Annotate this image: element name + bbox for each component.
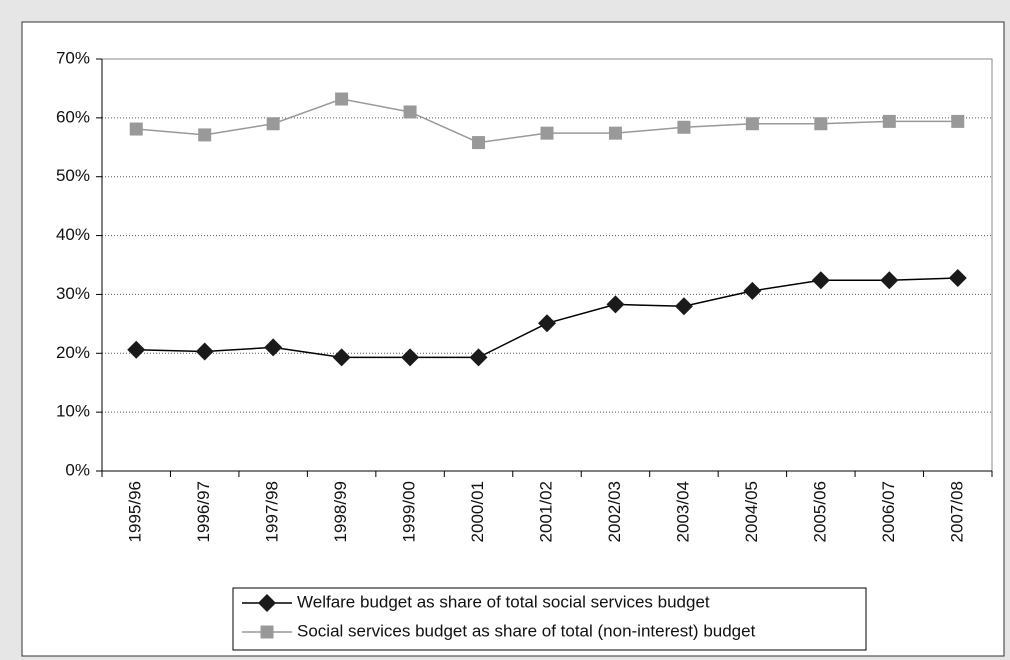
x-tick-label: 2000/01	[468, 481, 487, 542]
x-tick-label: 2006/07	[879, 481, 898, 542]
data-point	[335, 92, 349, 106]
x-tick-label: 1998/99	[331, 481, 350, 542]
data-point	[948, 268, 967, 287]
y-tick-label: 20%	[56, 343, 90, 362]
x-tick-label: 2001/02	[536, 481, 555, 542]
data-point	[951, 114, 965, 128]
data-point	[538, 314, 556, 333]
x-tick-label: 2004/05	[742, 481, 761, 542]
y-tick-label: 30%	[56, 284, 90, 303]
y-tick-label: 10%	[56, 402, 90, 421]
y-tick-label: 0%	[65, 460, 90, 479]
plot-area	[101, 58, 993, 472]
data-point	[811, 271, 830, 290]
data-point	[129, 122, 143, 136]
legend-box	[232, 587, 867, 651]
x-tick-label: 1996/97	[194, 481, 213, 542]
data-point	[880, 271, 899, 290]
x-tick-label: 2005/06	[810, 481, 829, 542]
data-point	[198, 128, 212, 142]
legend-label: Social services budget as share of total…	[297, 621, 756, 640]
data-point	[472, 136, 486, 150]
x-tick-label: 2007/08	[947, 481, 966, 542]
data-point	[266, 117, 280, 131]
legend-label: Welfare budget as share of total social …	[297, 592, 710, 611]
y-tick-label: 70%	[56, 48, 90, 67]
x-tick-label: 1995/96	[126, 481, 145, 542]
data-point	[814, 117, 828, 131]
y-tick-label: 40%	[56, 225, 90, 244]
data-point	[264, 338, 283, 357]
x-tick-label: 2002/03	[605, 481, 624, 542]
data-point	[401, 348, 420, 367]
data-point	[608, 126, 622, 140]
data-point	[882, 114, 896, 128]
data-point	[606, 295, 625, 314]
data-point	[677, 120, 691, 134]
x-tick-label: 2003/04	[673, 481, 692, 542]
x-tick-label: 1997/98	[263, 481, 282, 542]
x-tick-label: 1999/00	[400, 481, 419, 542]
legend-marker	[258, 594, 276, 612]
y-tick-label: 50%	[56, 166, 90, 185]
data-point	[332, 348, 351, 367]
data-point	[469, 348, 488, 367]
legend-marker	[260, 625, 274, 639]
data-point	[403, 105, 417, 119]
data-point	[743, 281, 762, 300]
data-point	[674, 297, 693, 316]
data-point	[195, 342, 214, 361]
data-point	[745, 117, 759, 131]
data-point	[540, 126, 554, 140]
y-tick-label: 60%	[56, 107, 90, 126]
data-point	[127, 340, 146, 359]
